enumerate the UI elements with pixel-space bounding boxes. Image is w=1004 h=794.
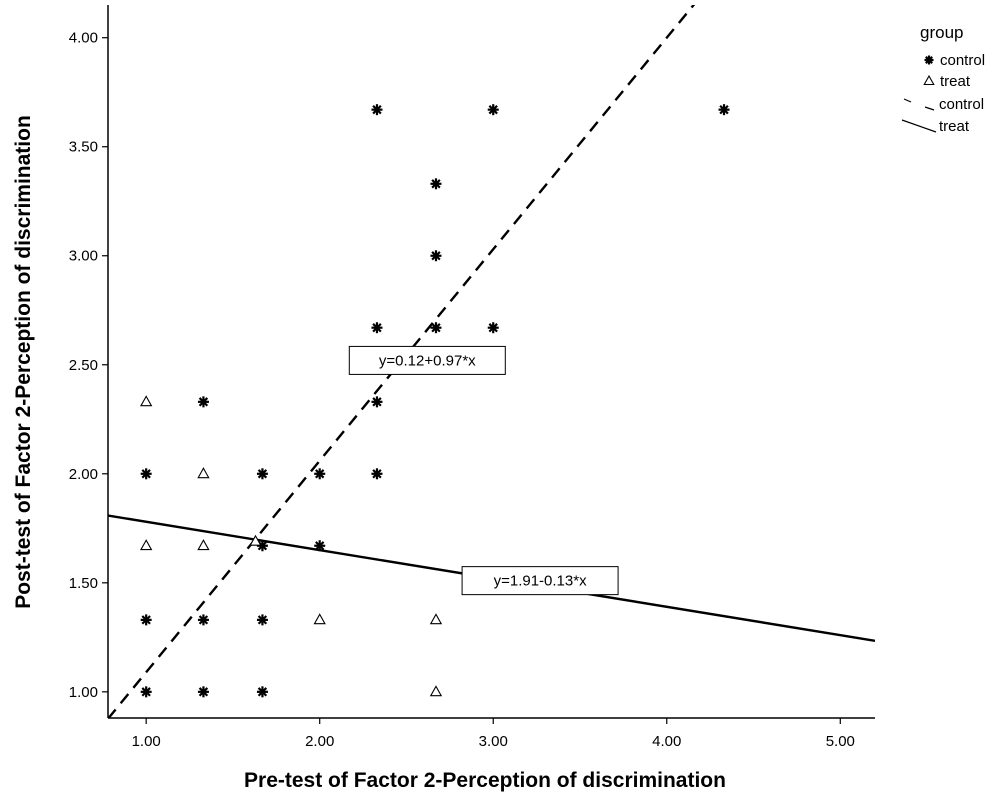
data-point-control [371,322,383,334]
y-tick-label: 1.00 [69,684,98,701]
data-point-control [140,468,152,480]
x-tick-label: 5.00 [826,733,855,750]
data-point-treat [197,467,210,479]
data-point-control [371,104,383,116]
legend-label: control [939,96,984,113]
legend-title: group [920,23,963,42]
data-point-control [371,396,383,408]
equation-label: y=1.91-0.13*x [494,573,587,590]
legend-label: treat [939,118,970,135]
y-tick-label: 4.00 [69,30,98,47]
data-point-control [140,614,152,626]
data-point-control [314,540,326,552]
legend-line-treat [901,119,937,133]
data-point-control [430,250,442,262]
equation-box [461,566,619,596]
data-point-treat [249,534,262,546]
data-point-control [256,614,268,626]
data-point-treat [429,613,443,625]
data-point-control [197,396,209,408]
equation-label: y=0.12+0.97*x [379,352,476,369]
data-point-treat [313,613,326,625]
x-axis-title: Pre-test of Factor 2-Perception of discr… [244,769,726,792]
y-tick-label: 3.50 [69,139,98,156]
y-tick-label: 2.50 [69,357,98,374]
data-point-control [371,468,383,480]
data-point-control [256,468,268,480]
y-tick-label: 2.00 [69,466,98,483]
legend-line-control [903,98,912,103]
legend-label: treat [940,73,971,90]
data-point-treat [197,539,210,551]
data-point-control [256,686,268,698]
data-point-treat [140,395,153,407]
x-tick-label: 4.00 [652,733,681,750]
legend-label: control [940,52,985,69]
data-point-control [314,468,326,480]
legend-marker-control [924,55,934,65]
x-tick-label: 1.00 [132,733,161,750]
fit-line-control [108,5,696,718]
data-point-control [140,686,152,698]
axes: 1.00 2.00 3.00 4.00 5.00 1.00 1.50 2.00 2.50 3.00… [69,5,875,750]
data-point-control [197,614,209,626]
data-point-treat [140,539,153,551]
y-tick-label: 3.00 [69,248,98,265]
legend-line-control [924,106,935,111]
legend: group control treat control treat [901,23,985,135]
equation-box [348,345,506,375]
y-axis-title: Post-test of Factor 2-Perception of disc… [12,115,35,609]
data-point-control [430,178,442,190]
y-tick-label: 1.50 [69,575,98,592]
data-point-control [197,686,209,698]
data-point-control [430,322,442,334]
x-tick-label: 3.00 [479,733,508,750]
legend-marker-treat [923,74,935,86]
plot-area: y=0.12+0.97*x y=1.91-0.13*x [108,5,875,718]
data-point-control [718,104,730,116]
x-tick-label: 2.00 [305,733,334,750]
data-point-treat [429,685,443,697]
data-point-control [487,322,499,334]
data-point-control [487,104,499,116]
